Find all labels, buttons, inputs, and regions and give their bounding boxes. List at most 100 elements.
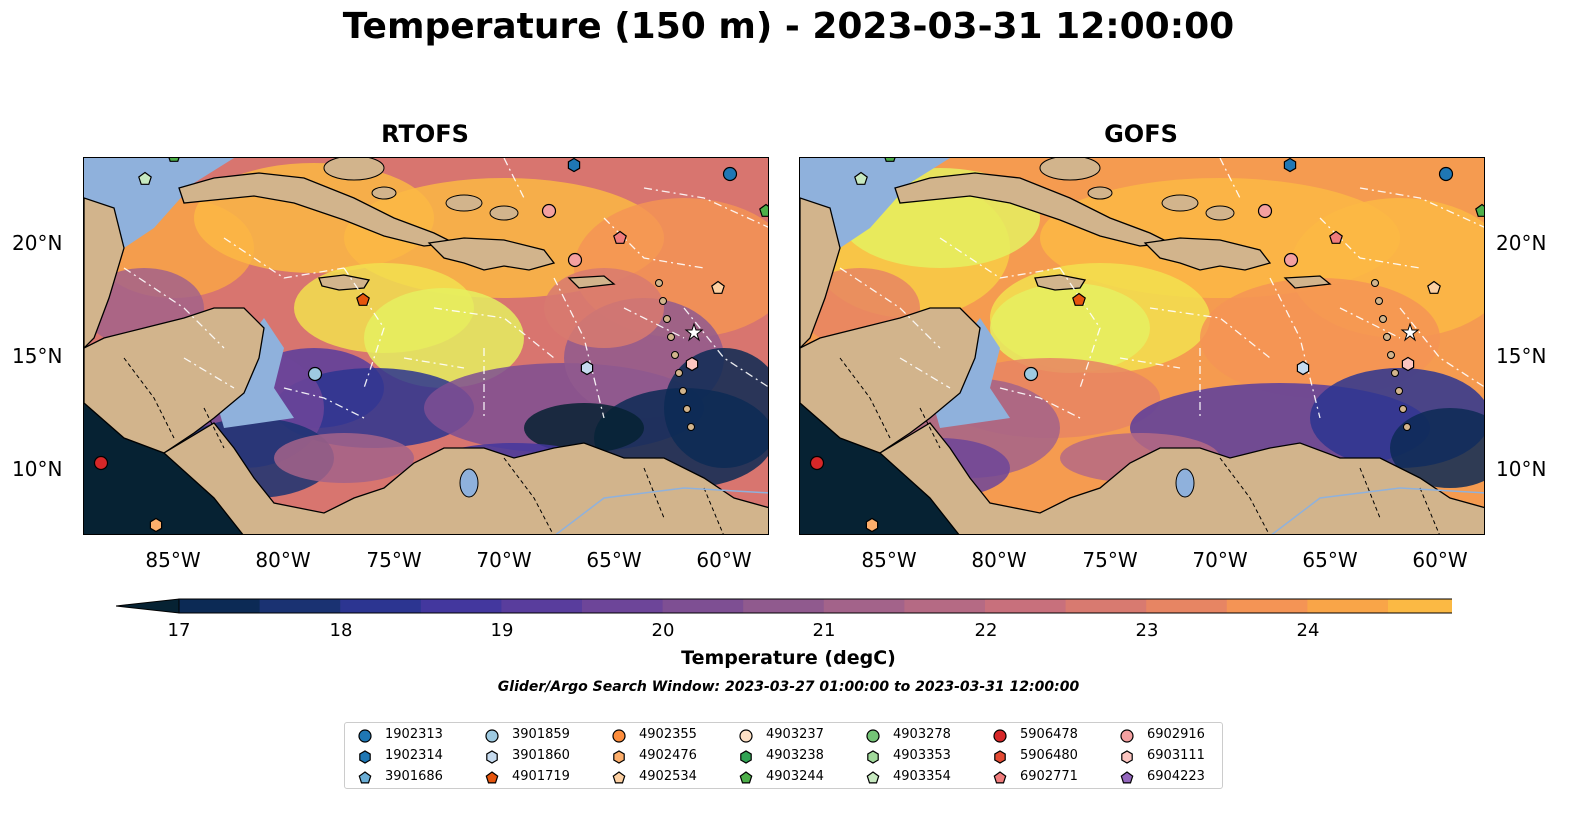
eez-boundary [1149, 307, 1271, 359]
float-marker[interactable] [541, 203, 557, 219]
float-marker[interactable] [149, 517, 163, 533]
eez-boundary [899, 357, 951, 389]
legend-marker[interactable] [739, 729, 753, 743]
legend-label: 4903238 [766, 748, 824, 763]
land-central-america [84, 307, 265, 454]
land-bahamas [1039, 158, 1101, 181]
y-tick-label-left: 15°N [12, 344, 63, 368]
float-marker[interactable] [138, 171, 152, 185]
land-lesser-antilles [1375, 297, 1383, 305]
pentagon-marker-icon [612, 771, 626, 784]
x-tick-label: 60°W [696, 548, 752, 572]
float-marker[interactable] [613, 230, 627, 244]
float-marker[interactable] [865, 517, 879, 533]
eez-boundary [603, 217, 705, 269]
float-marker[interactable] [567, 252, 583, 268]
temperature-patch [274, 433, 414, 483]
legend-marker[interactable] [740, 750, 752, 764]
colorbar-tick: 24 [1296, 620, 1320, 641]
float-marker[interactable] [685, 356, 699, 372]
float-marker[interactable] [567, 158, 581, 173]
land-bahamas [489, 205, 519, 221]
pentagon-marker-icon [993, 771, 1007, 784]
float-marker[interactable] [1438, 166, 1454, 182]
legend-marker[interactable] [993, 771, 1007, 784]
circle-marker-icon [993, 729, 1007, 743]
float-marker[interactable] [722, 166, 738, 182]
eez-boundary [403, 357, 465, 369]
legend-marker[interactable] [485, 729, 499, 743]
y-tick-label-right: 10°N [1496, 457, 1547, 481]
float-marker[interactable] [168, 158, 180, 162]
map-gofs[interactable] [799, 157, 1485, 535]
eez-boundary [1339, 307, 1401, 339]
float-marker[interactable] [884, 158, 896, 162]
eez-boundary [223, 237, 345, 279]
legend-marker[interactable] [358, 729, 372, 743]
float-marker[interactable] [93, 455, 109, 471]
float-marker[interactable] [854, 171, 868, 185]
legend-marker[interactable] [359, 750, 371, 764]
float-marker[interactable] [1475, 203, 1485, 217]
legend-marker[interactable] [486, 750, 498, 764]
lake-maracaibo [1175, 468, 1195, 498]
legend-marker[interactable] [1120, 771, 1134, 784]
circle-marker-icon [485, 729, 499, 743]
legend-marker[interactable] [612, 729, 626, 743]
legend-marker[interactable] [993, 729, 1007, 743]
legend-marker[interactable] [867, 750, 879, 764]
land-bahamas [1087, 186, 1113, 200]
float-marker[interactable] [1023, 366, 1039, 382]
hexagon-marker-icon [867, 750, 879, 764]
float-marker[interactable] [1401, 356, 1415, 372]
legend-marker[interactable] [1120, 729, 1134, 743]
pentagon-marker-icon [866, 771, 880, 784]
land-central-america [800, 307, 981, 454]
river [1271, 487, 1484, 534]
map-rtofs[interactable] [83, 157, 769, 535]
star-marker [684, 322, 704, 342]
legend-marker[interactable] [485, 771, 499, 784]
eez-boundary [1359, 187, 1484, 228]
legend-marker[interactable] [613, 750, 625, 764]
float-marker[interactable] [580, 360, 594, 376]
eez-boundary [999, 387, 1081, 419]
float-marker[interactable] [1072, 292, 1086, 306]
land-lesser-antilles [655, 279, 663, 287]
colorbar-tick: 22 [974, 620, 998, 641]
hexagon-marker-icon [740, 750, 752, 764]
eez-boundary [1269, 277, 1321, 419]
legend-marker[interactable] [739, 771, 753, 784]
legend-label: 4902534 [639, 769, 697, 784]
eez-boundary [939, 237, 1061, 279]
land-lesser-antilles [675, 369, 683, 377]
colorbar-tick: 20 [651, 620, 675, 641]
land-lesser-antilles [687, 423, 695, 431]
legend-label: 4903278 [893, 727, 951, 742]
float-marker[interactable] [307, 366, 323, 382]
legend-label: 4902476 [639, 748, 697, 763]
float-marker[interactable] [711, 280, 725, 294]
float-marker[interactable] [1296, 360, 1310, 376]
legend-marker[interactable] [612, 771, 626, 784]
float-marker[interactable] [809, 455, 825, 471]
panel-title-rtofs: RTOFS [381, 120, 469, 148]
float-marker[interactable] [759, 203, 769, 217]
float-marker[interactable] [1257, 203, 1273, 219]
temperature-patch [664, 348, 768, 468]
float-marker[interactable] [1427, 280, 1441, 294]
legend-marker[interactable] [358, 771, 372, 784]
legend-marker[interactable] [866, 729, 880, 743]
legend-label: 1902313 [385, 727, 443, 742]
float-marker[interactable] [1283, 158, 1297, 173]
hexagon-marker-icon [994, 750, 1006, 764]
x-tick-label: 75°W [366, 548, 422, 572]
float-marker[interactable] [356, 292, 370, 306]
legend-marker[interactable] [994, 750, 1006, 764]
legend-marker[interactable] [1121, 750, 1133, 764]
float-marker[interactable] [1283, 252, 1299, 268]
country-border [503, 457, 554, 534]
legend-marker[interactable] [866, 771, 880, 784]
float-marker[interactable] [1329, 230, 1343, 244]
temperature-patch [990, 283, 1150, 373]
